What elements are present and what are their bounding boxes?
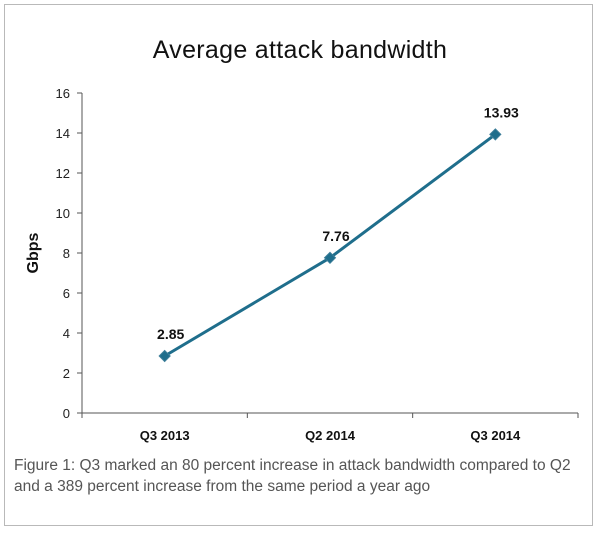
data-point	[158, 349, 171, 363]
y-tick-label: 16	[56, 86, 70, 101]
y-tick-label: 6	[63, 286, 70, 301]
y-tick-label: 8	[63, 246, 70, 261]
data-point	[489, 128, 502, 141]
data-label: 13.93	[484, 104, 519, 120]
y-tick-label: 10	[56, 206, 70, 221]
data-point	[323, 251, 337, 265]
series-line	[158, 128, 502, 363]
y-tick-labels: 0 2 4 6 8 10 12 14 16	[56, 86, 70, 421]
line-chart: Gbps 0 2 4 6 8 10 12 14 16 Q3 2013 Q2 2014 Q3 2014…	[25, 86, 579, 443]
y-tick-label: 12	[56, 166, 70, 181]
y-tick-label: 0	[63, 406, 70, 421]
y-tick-label: 4	[63, 326, 70, 341]
figure-caption: Figure 1: Q3 marked an 80 percent increa…	[14, 457, 571, 495]
y-axis-label: Gbps	[25, 232, 42, 273]
x-tick-label: Q2 2014	[305, 428, 356, 443]
series-polyline	[163, 133, 497, 358]
data-labels: 2.85 7.76 13.93	[157, 104, 519, 342]
figure-frame	[4, 4, 593, 526]
x-tick-labels: Q3 2013 Q2 2014 Q3 2014	[140, 428, 521, 443]
y-tick-label: 14	[56, 126, 70, 141]
x-tick-label: Q3 2014	[470, 428, 521, 443]
chart-axes	[77, 92, 579, 418]
data-label: 7.76	[322, 228, 349, 244]
data-label: 2.85	[157, 326, 184, 342]
chart-title: Average attack bandwidth	[152, 36, 448, 64]
y-tick-label: 2	[63, 366, 70, 381]
x-tick-label: Q3 2013	[140, 428, 190, 443]
